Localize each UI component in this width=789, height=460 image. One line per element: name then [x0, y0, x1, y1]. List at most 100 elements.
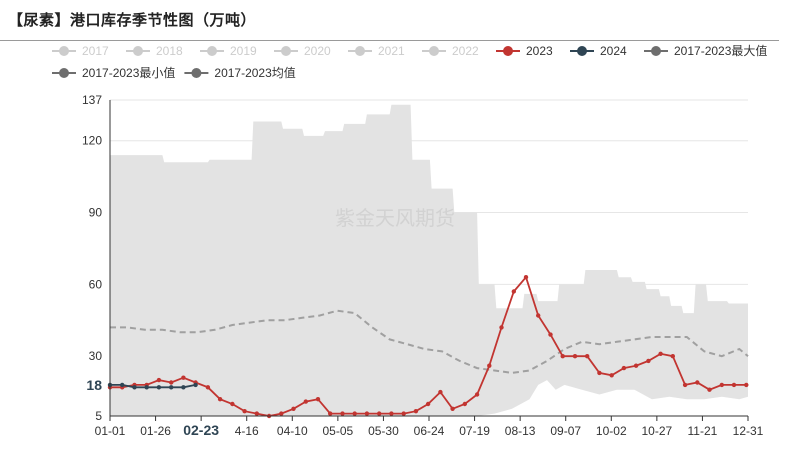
data-point: [731, 382, 737, 388]
legend-item-2023[interactable]: 2023: [496, 44, 553, 58]
data-point: [744, 382, 749, 388]
data-point: [646, 358, 651, 364]
data-point: [144, 385, 149, 390]
data-point: [695, 380, 700, 385]
x-tick-label: 05-05: [323, 424, 354, 438]
data-point: [181, 375, 186, 380]
data-point: [156, 385, 162, 390]
legend-item-2017-2023最大值[interactable]: 2017-2023最大值: [644, 43, 767, 58]
data-point: [682, 382, 688, 388]
x-tick-label: 10-27: [642, 424, 673, 438]
data-point: [328, 411, 333, 416]
series-max-band: [110, 104, 748, 417]
x-tick-label: 12-31: [733, 424, 764, 438]
data-point: [377, 411, 382, 416]
x-tick-label: 10-02: [596, 424, 627, 438]
watermark-text: 紫金天风期货: [335, 207, 455, 230]
crosshair-y-label: 18: [86, 377, 102, 393]
legend-label: 2022: [452, 44, 479, 58]
series-2024: [107, 382, 198, 390]
x-tick-label: 01-01: [95, 424, 126, 438]
series-min-band: [110, 380, 748, 416]
legend-item-2017-2023均值[interactable]: 2017-2023均值: [184, 65, 296, 80]
legend-label: 2021: [378, 44, 405, 58]
data-point: [389, 411, 394, 416]
chart-title: 【尿素】港口库存季节性图（万吨）: [8, 11, 257, 29]
data-point: [401, 411, 406, 416]
data-point: [279, 411, 284, 416]
axes: 5 30 60 90 120 137 01-01 01-26 02-23 4-16 04-10 05-…: [82, 93, 764, 438]
y-tick-label: 30: [89, 349, 103, 363]
data-point: [352, 411, 357, 416]
data-point: [572, 354, 578, 359]
data-point: [523, 275, 529, 280]
data-point: [474, 392, 480, 397]
data-point: [169, 380, 174, 385]
y-tick-label: 137: [82, 93, 102, 107]
data-point: [450, 406, 455, 411]
legend-item-2017[interactable]: 2017: [52, 44, 109, 58]
legend-label: 2024: [600, 44, 627, 58]
data-point: [291, 406, 296, 411]
data-point: [193, 382, 198, 388]
legend-item-2017-2023最小值[interactable]: 2017-2023最小值: [52, 65, 175, 80]
x-tick-label: 07-19: [459, 424, 490, 438]
data-point: [670, 354, 675, 359]
data-point: [548, 332, 553, 337]
data-point: [658, 351, 663, 356]
legend-label: 2017-2023最大值: [674, 43, 767, 58]
legend-label: 2020: [304, 44, 331, 58]
y-tick-label: 60: [89, 277, 103, 291]
legend-item-2024[interactable]: 2024: [570, 44, 627, 58]
legend-item-2021[interactable]: 2021: [348, 44, 405, 58]
legend-label: 2017: [82, 44, 109, 58]
data-point: [181, 385, 186, 390]
data-point: [707, 387, 712, 392]
data-point: [205, 385, 211, 390]
data-point: [120, 382, 125, 388]
data-point: [633, 363, 639, 368]
x-tick-label-highlighted: 02-23: [183, 422, 219, 438]
data-point: [315, 397, 321, 402]
data-point: [536, 313, 541, 318]
data-point: [169, 385, 174, 390]
data-point: [511, 289, 516, 294]
legend: 2017 2018 2019 2020 2021 2022 2023 2024 2017-202…: [52, 43, 767, 80]
data-point: [462, 401, 467, 407]
legend-label: 2018: [156, 44, 183, 58]
x-tick-label: 05-30: [368, 424, 399, 438]
data-point: [156, 377, 162, 383]
crosshair: 18: [86, 377, 102, 393]
data-point: [621, 365, 627, 371]
y-tick-label: 120: [82, 134, 102, 148]
data-point: [597, 370, 602, 376]
series-line: [110, 309, 749, 374]
legend-item-2019[interactable]: 2019: [200, 44, 257, 58]
legend-item-2022[interactable]: 2022: [422, 44, 479, 58]
data-point: [303, 399, 308, 404]
legend-label: 2023: [526, 44, 553, 58]
series-lines: [107, 275, 749, 419]
plot-area: 紫金天风期货 5 30 60 90 120 137 01-01 01-26 02-23 4-16 0…: [82, 93, 764, 438]
data-point: [340, 411, 345, 416]
seasonal-chart: 2017 2018 2019 2020 2021 2022 2023 2024 2017-202…: [52, 43, 767, 438]
x-tick-label: 04-10: [277, 424, 308, 438]
data-point: [254, 411, 259, 416]
data-point: [499, 325, 504, 330]
data-point: [132, 385, 137, 390]
data-point: [230, 401, 235, 407]
data-point: [438, 389, 443, 395]
legend-label: 2019: [230, 44, 257, 58]
x-tick-label: 11-21: [688, 424, 718, 438]
data-point: [425, 401, 431, 407]
data-point: [609, 373, 614, 378]
data-point: [413, 409, 419, 414]
legend-item-2020[interactable]: 2020: [274, 44, 331, 58]
data-point: [364, 411, 370, 416]
x-tick-label: 09-07: [550, 424, 581, 438]
data-point: [719, 382, 724, 388]
data-point: [487, 363, 492, 368]
legend-label: 2017-2023最小值: [82, 65, 175, 80]
x-tick-label: 01-26: [140, 424, 171, 438]
legend-item-2018[interactable]: 2018: [126, 44, 183, 58]
